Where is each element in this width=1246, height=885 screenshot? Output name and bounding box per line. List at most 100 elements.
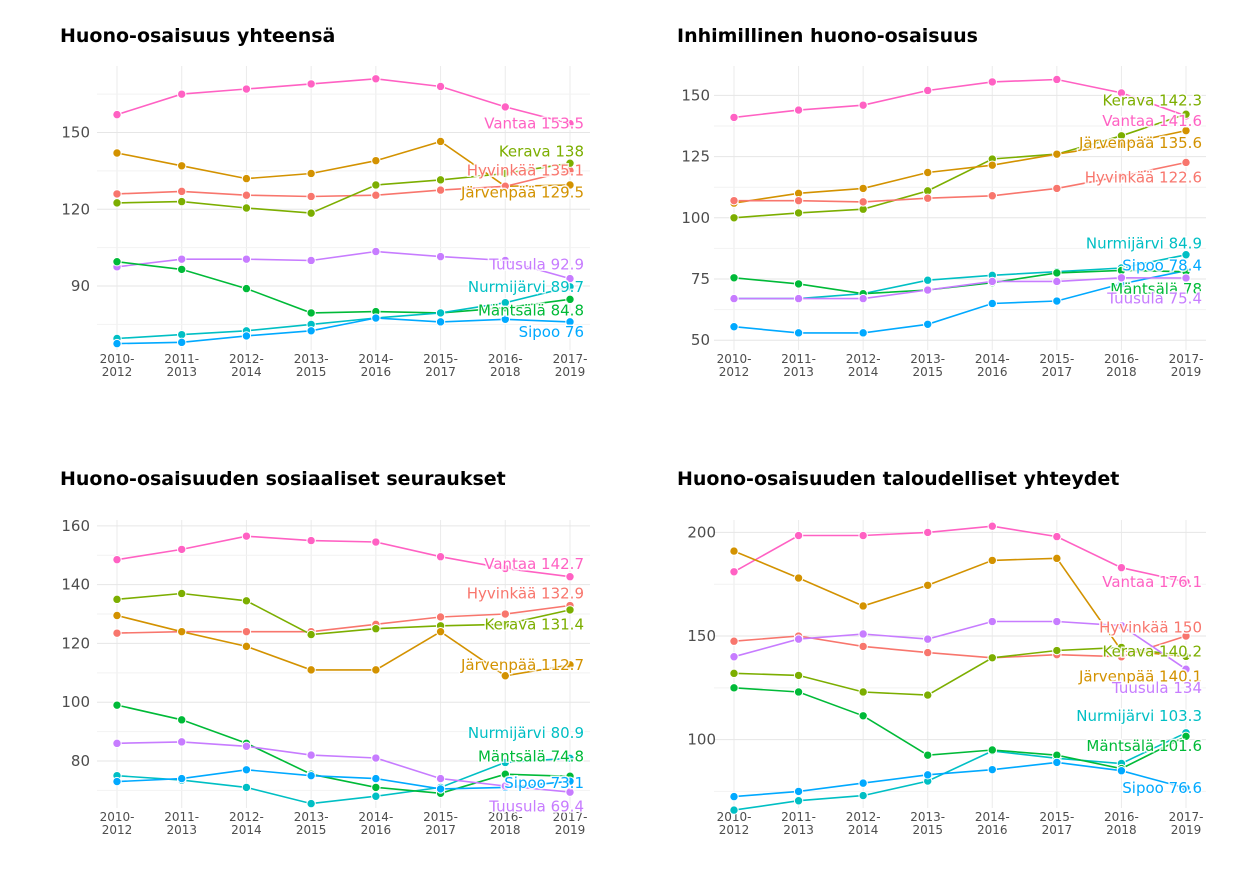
data-point — [858, 100, 868, 110]
y-tick-label: 150 — [61, 124, 90, 142]
data-point — [987, 616, 997, 627]
data-point — [371, 246, 381, 257]
series-nurmijärvi — [729, 728, 1191, 815]
data-point — [1052, 645, 1062, 656]
y-tick-label: 120 — [61, 634, 90, 652]
series-end-label: Sipoo 78.4 — [1122, 257, 1202, 275]
data-point — [1181, 731, 1191, 742]
x-tick-label: 2014-2016 — [975, 810, 1010, 837]
y-tick-label: 90 — [71, 277, 90, 295]
x-tick-label: 2017-2019 — [1169, 352, 1204, 379]
data-point — [858, 778, 868, 788]
series-line — [116, 140, 571, 188]
x-tick-label: 2013-2015 — [910, 810, 945, 837]
data-point — [923, 770, 933, 780]
series-line — [116, 286, 571, 340]
series-line — [733, 550, 1187, 658]
data-point — [500, 619, 510, 630]
data-point — [112, 776, 122, 787]
series-line — [733, 687, 1187, 770]
data-point — [177, 588, 187, 599]
data-point — [112, 109, 122, 120]
data-point — [435, 784, 446, 794]
series-hyvinkää — [112, 165, 575, 202]
series-end-label: Kerava 142.3 — [1103, 91, 1202, 109]
series-end-label: Sipoo 76.6 — [1122, 779, 1202, 797]
data-point — [793, 786, 804, 797]
data-point — [500, 781, 510, 791]
series-tuusula — [112, 246, 575, 284]
data-point — [500, 671, 510, 681]
x-tick-label: 2016-2018 — [488, 810, 523, 837]
chart-title: Huono-osaisuuden sosiaaliset seuraukset — [60, 468, 506, 490]
series-end-label: Nurmijärvi 103.3 — [1076, 707, 1202, 725]
data-point — [1052, 553, 1062, 564]
data-point — [793, 634, 804, 644]
data-point — [1181, 577, 1191, 587]
series-end-label: Mäntsälä 101.6 — [1086, 737, 1202, 755]
grid — [714, 66, 1206, 350]
x-tick-label: 2010-2012 — [717, 810, 752, 837]
series-line — [733, 761, 1187, 798]
series-end-label: Sipoo 76 — [519, 323, 584, 341]
data-point — [306, 168, 316, 179]
data-point — [112, 198, 122, 208]
data-point — [565, 787, 575, 797]
data-point — [112, 554, 122, 565]
data-point — [729, 213, 739, 223]
data-point — [306, 665, 316, 675]
series-järvenpää — [112, 610, 575, 681]
data-point — [241, 254, 252, 264]
series-end-label: Hyvinkää 135.1 — [467, 162, 584, 180]
x-tick-label: 2014-2016 — [975, 352, 1010, 379]
data-point — [306, 750, 316, 760]
data-point — [371, 74, 381, 84]
series-hyvinkää — [729, 157, 1191, 207]
data-point — [565, 753, 575, 764]
data-point — [112, 189, 122, 199]
data-point — [565, 180, 575, 190]
data-point — [306, 208, 316, 218]
series-line — [116, 604, 571, 634]
data-point — [435, 251, 446, 262]
data-point — [1052, 183, 1062, 194]
data-point — [923, 647, 933, 658]
line-chart-plot: 80 100 120 140 160 2010-2012 2011-2013 2012-201… — [61, 517, 590, 837]
series-line — [116, 614, 571, 677]
data-point — [177, 715, 187, 725]
y-tick-label: 100 — [687, 731, 716, 749]
x-tick-label: 2011-2013 — [781, 810, 816, 837]
data-point — [241, 641, 252, 652]
series-end-label: Mäntsälä 84.8 — [478, 301, 584, 319]
series-line — [733, 269, 1187, 334]
x-tick-label: 2015-2017 — [423, 810, 458, 837]
series-line — [733, 113, 1187, 219]
data-point — [500, 168, 510, 179]
data-point — [793, 195, 804, 206]
data-point — [858, 530, 868, 541]
data-point — [987, 653, 997, 663]
data-point — [858, 293, 868, 304]
data-point — [858, 601, 868, 611]
data-point — [987, 298, 997, 309]
data-point — [1116, 766, 1127, 776]
series-kerava — [112, 158, 575, 218]
data-point — [793, 573, 804, 583]
data-point — [241, 782, 252, 793]
data-point — [565, 605, 575, 615]
series-end-label: Nurmijärvi 84.9 — [1086, 235, 1202, 253]
chart-title: Inhimillinen huono-osaisuus — [677, 25, 978, 47]
data-point — [306, 629, 316, 640]
series-end-label: Tuusula 134 — [1111, 679, 1202, 697]
data-point — [793, 208, 804, 218]
data-point — [306, 79, 316, 89]
x-tick-label: 2017-2019 — [553, 352, 588, 379]
x-tick-label: 2010-2012 — [100, 810, 135, 837]
y-tick-label: 100 — [681, 209, 710, 227]
y-tick-label: 75 — [691, 270, 710, 288]
data-point — [1181, 125, 1191, 136]
data-point — [435, 185, 446, 195]
series-line — [116, 317, 571, 345]
data-point — [371, 180, 381, 190]
y-tick-label: 150 — [687, 627, 716, 645]
